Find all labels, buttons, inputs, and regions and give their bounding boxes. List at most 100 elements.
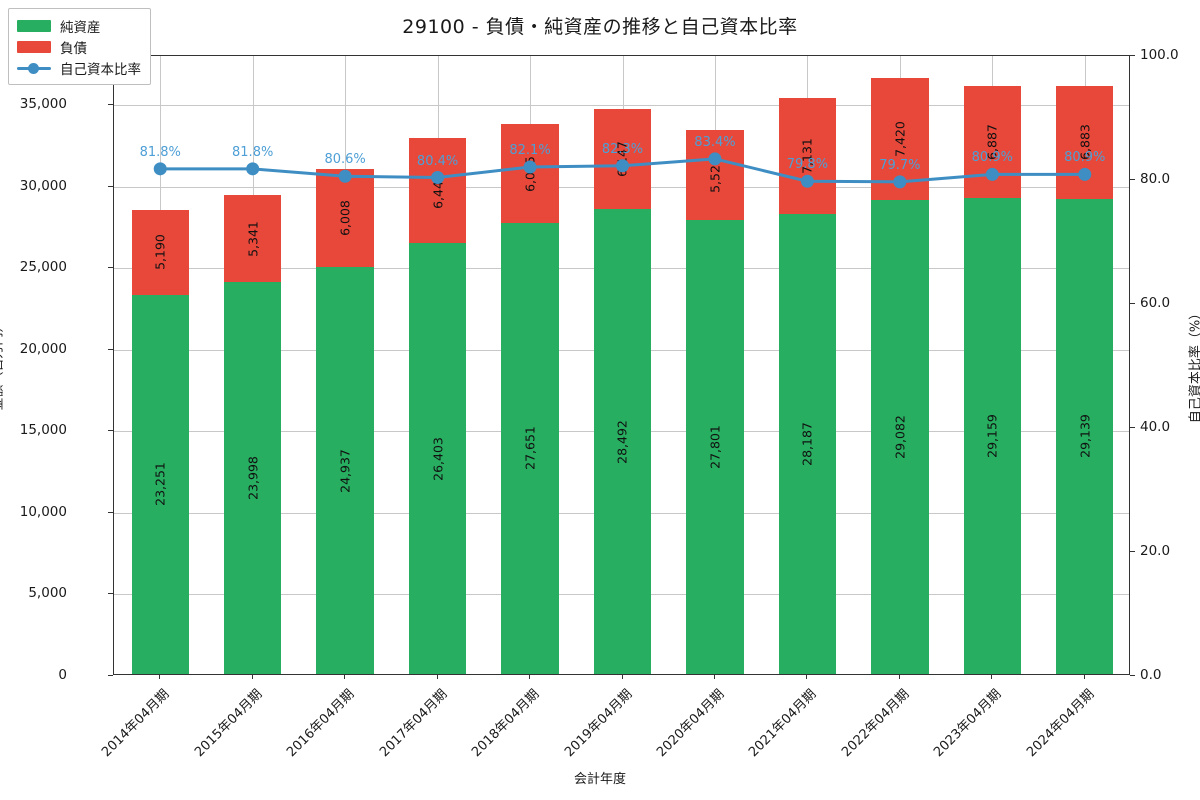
ratio-line-marker[interactable]	[893, 175, 907, 189]
bar-segment-liability[interactable]: 5,341	[224, 195, 282, 283]
ratio-line-marker[interactable]	[153, 162, 167, 176]
bar-2016年04月期[interactable]: 24,937 6,008	[316, 169, 374, 674]
y-axis-tick-mark-right	[1130, 303, 1135, 304]
x-axis-tick-label: 2020年04月期	[654, 686, 728, 761]
x-axis-tick-label: 2014年04月期	[99, 686, 173, 761]
y-axis-tick-right: 0.0	[1140, 667, 1162, 683]
y-axis-tick-mark-left	[108, 593, 113, 595]
y-axis-tick-mark-right	[1130, 179, 1135, 180]
bar-segment-equity[interactable]: 24,937	[316, 267, 374, 674]
bar-segment-equity[interactable]: 23,998	[224, 282, 282, 674]
chart-title: 29100 - 負債・純資産の推移と自己資本比率	[402, 16, 798, 38]
bar-2019年04月期[interactable]: 28,492 6,147	[593, 108, 652, 674]
plot-inner: 23,251 5,190 23,998 5,341 24,937 6,008 26,403 6…	[114, 56, 1129, 674]
x-axis-tick-mark	[344, 675, 346, 679]
y-axis-tick-left: 5,000	[28, 585, 67, 602]
y-axis-tick-mark-left	[108, 430, 113, 432]
x-axis-tick-label: 2015年04月期	[191, 686, 266, 761]
y-axis-tick-right: 100.0	[1140, 47, 1179, 63]
y-axis-tick-mark-left	[108, 267, 113, 269]
x-axis-tick-label: 2022年04月期	[839, 686, 913, 761]
legend-item-0[interactable]: 純資産	[17, 15, 141, 36]
bar-segment-liability[interactable]: 6,445	[408, 138, 467, 244]
y-axis-tick-mark-right	[1130, 551, 1135, 552]
y-axis-label-right: 自己資本比率（%）	[1188, 306, 1200, 424]
legend-item-2[interactable]: 自己資本比率	[17, 57, 141, 78]
y-axis-tick-left: 35,000	[19, 95, 67, 112]
legend-line-dot-icon	[17, 62, 51, 74]
bar-2017年04月期[interactable]: 26,403 6,445	[408, 138, 467, 674]
y-axis-tick-left: 25,000	[19, 259, 67, 276]
bar-segment-liability[interactable]: 6,147	[593, 108, 652, 210]
x-axis-tick-mark	[991, 675, 993, 679]
ratio-line-marker[interactable]	[708, 152, 722, 166]
ratio-value-label: 79.7%	[879, 157, 921, 173]
bar-2020年04月期[interactable]: 27,801 5,523	[686, 130, 744, 674]
ratio-line-marker[interactable]	[338, 169, 352, 183]
x-axis-tick-mark	[251, 675, 253, 679]
ratio-value-label: 80.6%	[324, 152, 366, 168]
y-axis-tick-mark-right	[1130, 427, 1135, 428]
ratio-value-label: 82.1%	[509, 142, 551, 158]
y-axis-tick-left: 15,000	[19, 422, 67, 439]
bar-segment-equity[interactable]: 26,403	[408, 243, 467, 674]
bar-segment-liability[interactable]: 7,131	[778, 97, 837, 215]
y-axis-tick-mark-left	[108, 675, 113, 676]
plot-area: 23,251 5,190 23,998 5,341 24,937 6,008 26,403 6…	[113, 55, 1130, 675]
bar-2021年04月期[interactable]: 28,187 7,131	[778, 97, 837, 674]
x-axis-tick-label: 2021年04月期	[746, 686, 820, 761]
bar-segment-equity[interactable]: 28,492	[593, 209, 652, 674]
chart-legend: 純資産 負債自己資本比率	[8, 8, 151, 85]
ratio-line-marker[interactable]	[800, 174, 814, 188]
x-axis-label: 会計年度	[573, 772, 626, 787]
x-axis-tick-label: 2017年04月期	[376, 686, 451, 761]
bar-segment-equity[interactable]: 27,651	[501, 222, 559, 674]
bar-segment-equity[interactable]: 29,139	[1056, 198, 1114, 674]
bar-segment-liability[interactable]: 5,190	[131, 209, 189, 295]
legend-item-label: 純資産	[60, 19, 101, 36]
ratio-line-marker[interactable]	[985, 167, 999, 181]
y-axis-tick-right: 60.0	[1140, 295, 1171, 311]
ratio-value-label: 79.8%	[786, 157, 829, 173]
y-axis-tick-right: 80.0	[1140, 171, 1171, 187]
y-axis-tick-mark-left	[108, 511, 113, 513]
ratio-line-marker[interactable]	[246, 162, 260, 176]
legend-swatch-icon	[17, 40, 51, 53]
ratio-line-marker[interactable]	[431, 171, 445, 185]
y-axis-tick-left: 0	[58, 667, 67, 683]
y-axis-tick-mark-right	[1130, 55, 1135, 56]
y-gridline	[114, 104, 1129, 106]
bar-2014年04月期[interactable]: 23,251 5,190	[131, 209, 189, 674]
legend-swatch-icon	[17, 19, 51, 32]
x-axis-tick-mark	[806, 675, 808, 679]
ratio-value-label: 80.4%	[416, 153, 459, 169]
ratio-line-marker[interactable]	[523, 160, 537, 174]
bar-2018年04月期[interactable]: 27,651 6,045	[501, 124, 559, 674]
ratio-line-marker[interactable]	[1078, 167, 1092, 181]
y-axis-label-left: 金額（百万円）	[0, 319, 6, 411]
bar-segment-equity[interactable]: 28,187	[778, 214, 837, 674]
legend-item-label: 自己資本比率	[60, 61, 141, 78]
legend-item-1[interactable]: 負債	[17, 36, 141, 57]
bar-2024年04月期[interactable]: 29,139 6,883	[1056, 86, 1114, 674]
y-axis-tick-mark-left	[108, 103, 113, 105]
y-axis-tick-right: 20.0	[1140, 543, 1171, 559]
ratio-value-label: 81.8%	[139, 144, 181, 160]
bar-2015年04月期[interactable]: 23,998 5,341	[224, 195, 282, 674]
ratio-line-marker[interactable]	[616, 159, 629, 173]
x-axis-tick-mark	[713, 675, 715, 679]
bar-segment-liability[interactable]: 5,523	[686, 130, 744, 221]
bar-segment-equity[interactable]: 29,082	[871, 199, 929, 674]
bar-segment-liability[interactable]: 6,008	[316, 169, 374, 268]
bar-segment-equity[interactable]: 23,251	[131, 294, 189, 674]
ratio-value-label: 80.9%	[1064, 150, 1106, 166]
bar-segment-equity[interactable]: 29,159	[963, 198, 1021, 674]
x-axis-tick-mark	[159, 675, 161, 679]
y-axis-tick-right: 40.0	[1140, 419, 1171, 435]
x-axis-tick-mark	[529, 675, 531, 679]
bar-segment-liability[interactable]: 6,045	[501, 124, 559, 223]
ratio-value-label: 83.4%	[694, 134, 736, 150]
bar-segment-equity[interactable]: 27,801	[686, 220, 744, 674]
ratio-value-label: 81.8%	[232, 144, 274, 160]
